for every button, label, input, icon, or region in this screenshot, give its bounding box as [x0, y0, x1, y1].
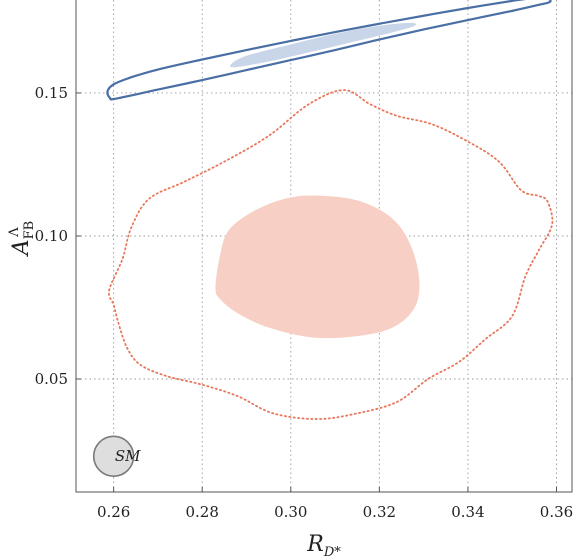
sm-marker: SM: [92, 435, 141, 477]
x-axis-title: RD*: [306, 532, 341, 558]
region-red-dotted: [108, 89, 554, 420]
region-blue-fill: [229, 22, 417, 68]
x-tick-label: 0.34: [451, 503, 484, 521]
x-tick-label: 0.30: [274, 503, 307, 521]
y-axis-superscript: Λ: [7, 227, 22, 238]
y-tick-label: 0.15: [35, 84, 68, 102]
y-axis-symbol: A: [9, 239, 34, 257]
x-tick-label: 0.32: [363, 503, 396, 521]
x-tick-label: 0.36: [540, 503, 573, 521]
x-axis-symbol: R: [306, 532, 324, 557]
x-tick-labels: 0.26 0.28 0.30 0.32 0.34 0.36: [97, 503, 573, 521]
region-blue-outline: [106, 0, 552, 101]
plot-border: [75, 0, 573, 493]
sm-circle: [92, 435, 135, 477]
x-axis-subscript: D*: [323, 545, 341, 558]
y-tick-label: 0.10: [35, 227, 68, 245]
contour-regions: [106, 0, 554, 420]
x-tick-label: 0.26: [97, 503, 130, 521]
y-tick-labels: 0.05 0.10 0.15: [35, 84, 68, 388]
sm-label: SM: [115, 447, 141, 465]
svg-text:AFBΛ: AFBΛ: [7, 221, 37, 257]
plot-frame: [75, 0, 573, 493]
region-red-fill: [215, 195, 420, 339]
y-axis-title: AFBΛ: [7, 221, 37, 257]
x-tick-label: 0.28: [186, 503, 219, 521]
y-tick-label: 0.05: [35, 370, 68, 388]
y-axis-subscript: FB: [22, 221, 37, 240]
